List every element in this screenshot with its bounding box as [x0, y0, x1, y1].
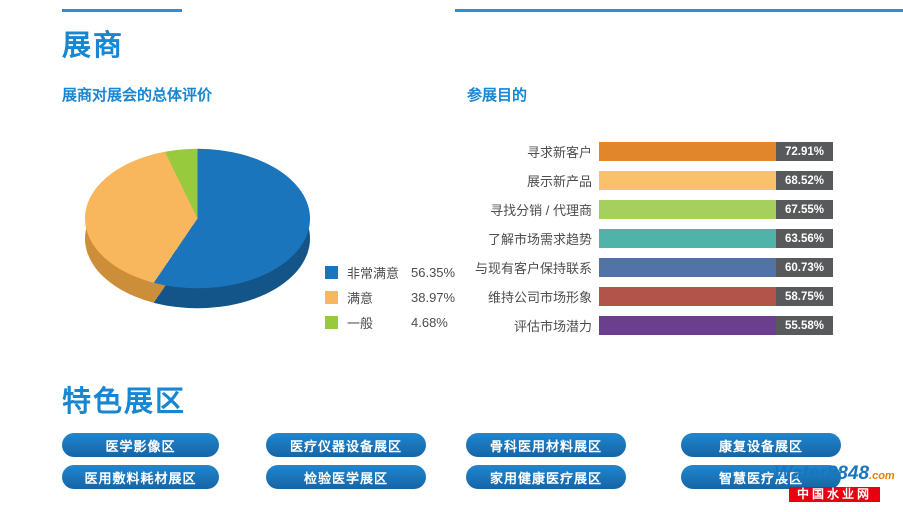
bar-track: 55.58%: [599, 316, 833, 335]
zones-title: 特色展区: [62, 386, 187, 418]
bar-label: 寻找分销 / 代理商: [490, 203, 592, 218]
bar-value: 60.73%: [776, 258, 833, 277]
zone-button-medical-imaging[interactable]: 医学影像区: [62, 433, 219, 457]
bar-chart-title: 参展目的: [467, 87, 528, 104]
page-title: 展商: [62, 30, 125, 62]
legend-value: 4.68%: [411, 315, 448, 330]
bar-row: 寻求新客户 72.91%: [462, 142, 833, 161]
bar-row: 维持公司市场形象 58.75%: [462, 287, 833, 306]
watermark-badge: 中国水业网: [788, 486, 880, 503]
legend-swatch: [325, 316, 338, 329]
bar-label: 维持公司市场形象: [487, 290, 592, 305]
bar-row: 寻找分销 / 代理商 67.55%: [462, 200, 833, 219]
bar-row: 与现有客户保持联系 60.73%: [462, 258, 833, 277]
bar-track: 72.91%: [599, 142, 833, 161]
legend-label: 一般: [347, 316, 374, 331]
bar-value: 58.75%: [776, 287, 833, 306]
pie-top: [85, 148, 310, 289]
legend-swatch: [325, 291, 338, 304]
zone-button-home-healthcare[interactable]: 家用健康医疗展区: [466, 465, 626, 489]
bar-value: 63.56%: [776, 229, 833, 248]
zone-button-laboratory-medicine[interactable]: 检验医学展区: [266, 465, 426, 489]
legend-value: 56.35%: [411, 265, 456, 280]
zone-button-dressings-consumables[interactable]: 医用敷料耗材展区: [62, 465, 219, 489]
legend-item: 非常满意 56.35%: [325, 265, 456, 281]
pie-chart: [85, 106, 310, 351]
bar-track: 68.52%: [599, 171, 833, 190]
legend-label: 非常满意: [347, 266, 400, 281]
zone-button-medical-instruments[interactable]: 医疗仪器设备展区: [266, 433, 426, 457]
bar-row: 展示新产品 68.52%: [462, 171, 833, 190]
bar-fill: [599, 287, 776, 306]
watermark-suffix: .com: [869, 470, 895, 482]
zone-button-orthopedic-materials[interactable]: 骨科医用材料展区: [466, 433, 626, 457]
legend-value: 38.97%: [411, 290, 456, 305]
site-watermark: Water8848.com 中国水业网: [766, 463, 903, 503]
top-rule-right: [455, 9, 903, 12]
bar-label: 与现有客户保持联系: [474, 261, 592, 276]
bar-track: 60.73%: [599, 258, 833, 277]
legend-item: 一般 4.68%: [325, 315, 455, 331]
bar-track: 58.75%: [599, 287, 833, 306]
zone-button-rehab-equipment[interactable]: 康复设备展区: [681, 433, 841, 457]
bar-value: 72.91%: [776, 142, 833, 161]
bar-label: 展示新产品: [526, 174, 592, 189]
bar-fill: [599, 200, 776, 219]
watermark-logo: Water8848.com: [774, 463, 895, 484]
bar-fill: [599, 316, 776, 335]
bar-label: 寻求新客户: [526, 145, 592, 160]
bar-row: 了解市场需求趋势 63.56%: [462, 229, 833, 248]
bar-fill: [599, 258, 776, 277]
bar-label: 评估市场潜力: [513, 319, 592, 334]
pie-chart-title: 展商对展会的总体评价: [62, 87, 213, 104]
top-rule-left: [62, 9, 182, 12]
bar-label: 了解市场需求趋势: [487, 232, 592, 247]
bar-fill: [599, 229, 776, 248]
bar-track: 63.56%: [599, 229, 833, 248]
legend-swatch: [325, 266, 338, 279]
pie-legend: 非常满意 56.35% 满意 38.97% 一般 4.68%: [325, 265, 456, 331]
bar-value: 55.58%: [776, 316, 833, 335]
zone-button-smart-medical[interactable]: 智慧医疗展区: [681, 465, 841, 489]
bar-fill: [599, 142, 776, 161]
bar-row: 评估市场潜力 55.58%: [462, 316, 833, 335]
bar-value: 67.55%: [776, 200, 833, 219]
bar-value: 68.52%: [776, 171, 833, 190]
legend-label: 满意: [347, 291, 374, 306]
legend-item: 满意 38.97%: [325, 290, 456, 306]
bar-chart: 寻求新客户 72.91% 展示新产品 68.52% 寻找分销 / 代理商 67.55% 了解…: [462, 142, 833, 345]
bar-fill: [599, 171, 776, 190]
bar-track: 67.55%: [599, 200, 833, 219]
